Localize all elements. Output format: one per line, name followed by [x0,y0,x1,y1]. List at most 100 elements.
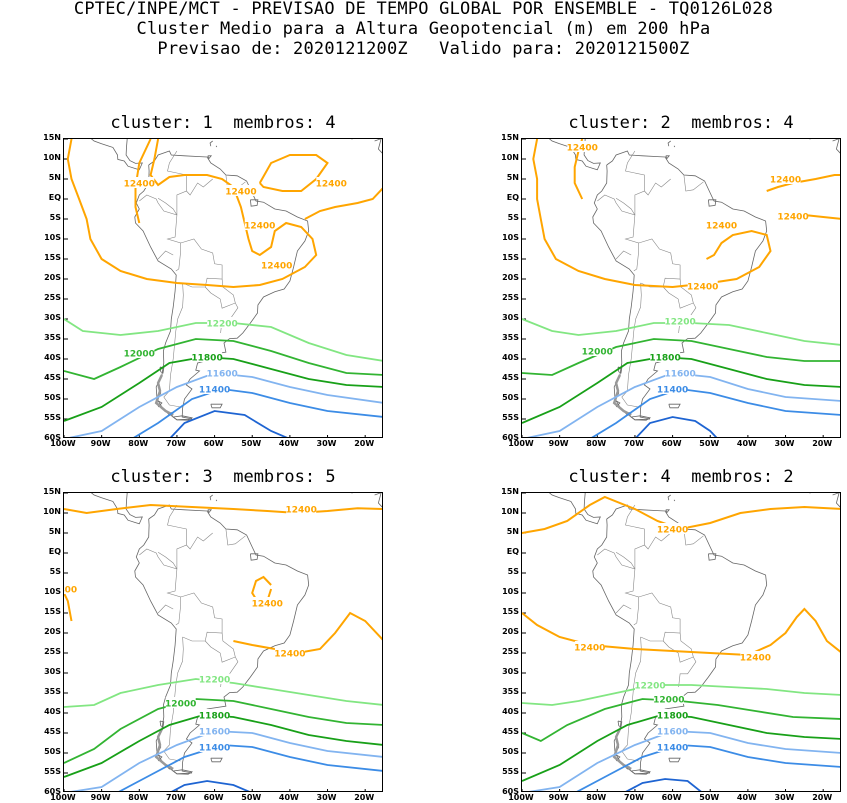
lat-tick-label: 40S [44,353,61,362]
contour-label: 12200 [206,320,237,330]
contour-label: 12000 [582,348,613,358]
lat-tick-label: 30S [44,313,61,322]
contour-12400 [233,611,382,655]
island-coastline [668,403,681,409]
lat-tick-label: 5N [48,527,61,536]
lat-tick-label: 20S [44,627,61,636]
contour-label-bg [261,259,292,270]
lon-tick-label: 40W [736,439,757,448]
country-border [644,532,671,550]
lat-tick-label: 45S [44,373,61,382]
contour-label: 11800 [657,712,688,722]
contour-label: 12400 [252,600,283,610]
lon-tick-label: 90W [90,439,111,448]
lon-tick-label: 80W [586,439,607,448]
country-border [157,604,174,614]
country-border [219,278,236,309]
contour-label-bg [199,383,230,394]
header-line-1: CPTEC/INPE/MCT - PREVISAO DE TEMPO GLOBA… [73,0,774,19]
contour-11600 [528,730,840,791]
lat-tick-label: 15S [502,607,519,616]
lon-tick-label: 90W [90,793,111,802]
country-border [678,656,697,688]
lat-tick-label: 10N [43,507,61,516]
contour-12400 [532,139,772,289]
lat-tick-label: 40S [502,353,519,362]
lat-tick-label: 25S [502,647,519,656]
contour-label-bg [665,367,696,378]
country-border [625,504,645,569]
island-coastline [374,139,381,142]
contour-label-bg [657,383,688,394]
island-coastline [215,499,218,502]
contour-label-bg [582,345,613,356]
island-coastline [250,199,259,207]
lon-tick-label: 70W [623,439,644,448]
lon-tick-label: 100W [508,439,534,448]
lon-tick-label: 50W [699,793,720,802]
contour-label: 11800 [191,354,222,364]
island-coastline [630,415,652,421]
country-border [180,592,223,642]
lon-tick-label: 20W [354,793,375,802]
lon-tick-label: 70W [623,793,644,802]
lat-tick-label: 45S [502,727,519,736]
island-coastline [668,757,681,763]
lat-tick-label: 5S [507,213,519,222]
country-border [638,238,681,288]
lat-tick-label: 15S [502,253,519,262]
contour-11200 [635,416,718,437]
island-coastline [708,199,717,207]
island-coastline [207,509,213,514]
header-line-3: Previsao de: 2020121200Z Valido para: 20… [157,39,690,59]
contour-label: 11400 [199,386,230,396]
country-border [167,504,187,569]
contour-label: 11600 [206,370,237,380]
country-border [677,632,694,663]
contour-label-bg [657,741,688,752]
contour-label: 11400 [657,386,688,396]
contour-12400 [522,607,840,657]
country-border [157,250,174,260]
country-border [615,250,632,260]
lon-tick-label: 100W [50,439,76,448]
island-coastline [210,403,223,409]
lat-tick-label: 10N [501,507,519,516]
chile-archipelago [612,728,632,771]
country-border [157,551,178,570]
island-coastline [617,720,623,728]
country-border [615,197,636,216]
contour-label: 11800 [199,712,230,722]
lon-tick-label: 90W [548,439,569,448]
lat-tick-label: 60S [502,787,519,796]
island-coastline [630,769,652,775]
contour-label: 12400 [244,222,275,232]
contour-11400 [118,744,382,791]
contour-label: 12200 [199,676,230,686]
lat-tick-label: 55S [502,413,519,422]
island-coastline [374,493,381,496]
contour-11400 [591,388,840,437]
country-border [163,282,184,408]
contour-12400 [258,154,329,192]
lat-tick-label: 55S [44,413,61,422]
contour-label-bg [316,177,347,188]
lat-tick-label: 35S [44,333,61,342]
contour-12000 [64,338,382,380]
map-panel: 12400 12400 12400 12400 12400 12200 12000 11800… [63,138,383,438]
contour-label: 12400 [770,176,801,186]
panel-title: cluster: 2 membros: 4 [568,113,794,133]
lat-tick-label: 15N [501,487,519,496]
contour-label: 11400 [199,744,230,754]
contour-11400 [576,744,840,791]
lat-tick-label: 10N [43,153,61,162]
lat-tick-label: 40S [44,707,61,716]
lat-tick-label: 5N [506,173,519,182]
contour-12400 [64,503,382,515]
island-coastline [377,139,382,154]
lon-tick-label: 80W [128,439,149,448]
contour-label-bg [244,219,275,230]
chile-archipelago [612,374,632,417]
lat-tick-label: 35S [502,333,519,342]
lat-tick-label: 20S [502,627,519,636]
